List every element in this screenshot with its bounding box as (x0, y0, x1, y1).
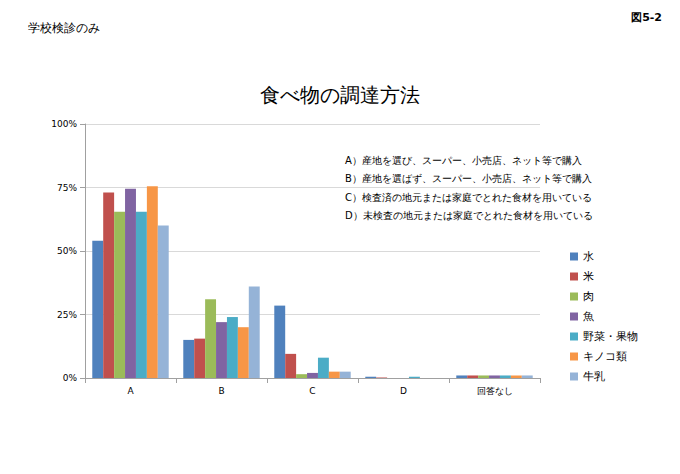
svg-text:回答なし: 回答なし (477, 386, 513, 396)
svg-text:図5-2: 図5-2 (631, 11, 662, 24)
svg-text:肉: 肉 (583, 290, 594, 303)
svg-text:水: 水 (583, 250, 594, 263)
svg-text:100%: 100% (51, 119, 77, 129)
svg-text:D）未検査の地元または家庭でとれた食材を用いている: D）未検査の地元または家庭でとれた食材を用いている (345, 210, 593, 221)
svg-text:食べ物の調達方法: 食べ物の調達方法 (260, 83, 420, 107)
svg-text:キノコ類: キノコ類 (583, 350, 627, 363)
svg-text:学校検診のみ: 学校検診のみ (28, 21, 100, 35)
svg-text:0%: 0% (63, 373, 78, 383)
svg-text:75%: 75% (57, 183, 77, 193)
svg-text:米: 米 (583, 270, 594, 283)
svg-text:50%: 50% (57, 246, 77, 256)
svg-text:野菜・果物: 野菜・果物 (583, 330, 638, 343)
svg-text:C: C (309, 386, 315, 396)
svg-text:B: B (218, 386, 224, 396)
svg-text:魚: 魚 (583, 310, 594, 323)
svg-text:B）産地を選ばず、スーパー、小売店、ネット等で購入: B）産地を選ばず、スーパー、小売店、ネット等で購入 (345, 173, 592, 185)
svg-text:A）産地を選び、スーパー、小売店、ネット等で購入: A）産地を選び、スーパー、小売店、ネット等で購入 (345, 155, 582, 166)
svg-text:C）検査済の地元または家庭でとれた食材を用いている: C）検査済の地元または家庭でとれた食材を用いている (345, 192, 592, 203)
svg-text:A: A (127, 386, 134, 396)
svg-text:D: D (400, 386, 407, 396)
svg-text:牛乳: 牛乳 (583, 370, 605, 383)
svg-text:25%: 25% (57, 310, 77, 320)
